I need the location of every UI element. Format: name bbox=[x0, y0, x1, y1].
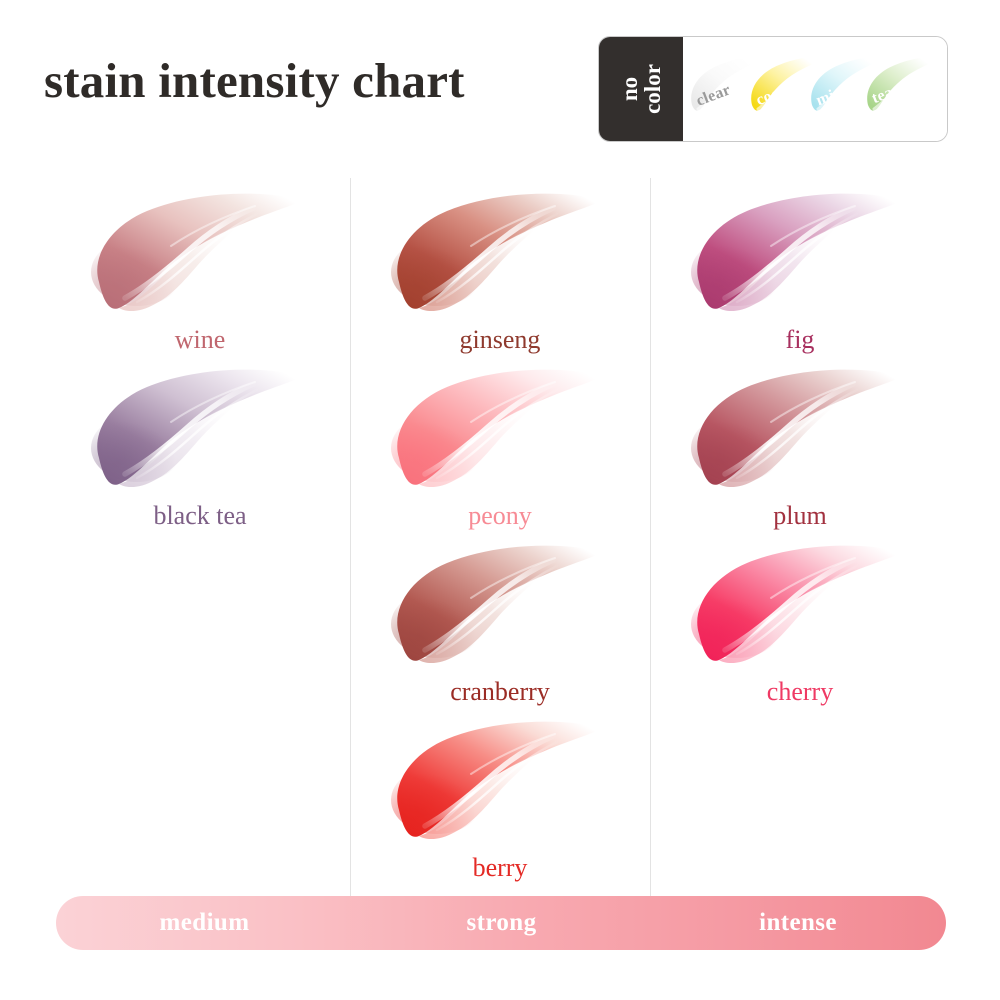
intensity-bar: medium strong intense bbox=[56, 896, 946, 950]
legend-swatch-row: clear coco mint tea bbox=[683, 37, 947, 141]
shade-label-fig: fig bbox=[785, 325, 815, 354]
intensity-label-strong: strong bbox=[466, 909, 537, 936]
shade-label-wine: wine bbox=[174, 325, 226, 354]
shade-cell-black-tea[interactable]: black tea bbox=[50, 362, 350, 531]
page-title: stain intensity chart bbox=[44, 53, 465, 108]
shade-cell-plum[interactable]: plum bbox=[650, 362, 950, 531]
legend-swatch-mint: mint bbox=[805, 47, 897, 129]
shade-cell-wine[interactable]: wine bbox=[50, 186, 350, 355]
shade-swatch-cherry bbox=[685, 538, 915, 673]
legend-swatch-clear: clear bbox=[685, 47, 777, 129]
shade-swatch-cranberry bbox=[385, 538, 615, 673]
legend-no-color-label: no color bbox=[617, 64, 665, 114]
legend-no-color-line2: color bbox=[640, 64, 665, 114]
shade-cell-fig[interactable]: fig bbox=[650, 186, 950, 355]
legend-no-color-line1: no bbox=[617, 76, 642, 102]
legend-swatch-coco: coco bbox=[745, 47, 837, 129]
shade-label-plum: plum bbox=[773, 501, 827, 530]
shade-swatch-peony bbox=[385, 362, 615, 497]
shade-label-peony: peony bbox=[468, 501, 532, 530]
no-color-legend: no color clear coco mi bbox=[598, 36, 948, 142]
shade-cell-peony[interactable]: peony bbox=[350, 362, 650, 531]
shade-swatch-ginseng bbox=[385, 186, 615, 321]
shade-label-cranberry: cranberry bbox=[450, 677, 550, 706]
shade-label-berry: berry bbox=[472, 853, 528, 882]
shade-cell-berry[interactable]: berry bbox=[350, 714, 650, 883]
shade-swatch-berry bbox=[385, 714, 615, 849]
shade-label-cherry: cherry bbox=[766, 677, 834, 706]
shade-cell-cherry[interactable]: cherry bbox=[650, 538, 950, 707]
shade-cell-ginseng[interactable]: ginseng bbox=[350, 186, 650, 355]
shade-swatch-plum bbox=[685, 362, 915, 497]
shade-label-ginseng: ginseng bbox=[459, 325, 541, 354]
shade-swatch-wine bbox=[85, 186, 315, 321]
shade-swatch-black-tea bbox=[85, 362, 315, 497]
column-divider-strong-intense bbox=[650, 178, 651, 900]
legend-no-color-panel: no color bbox=[599, 37, 683, 141]
intensity-label-intense: intense bbox=[759, 909, 837, 936]
legend-swatch-tea: tea bbox=[861, 47, 947, 129]
shade-swatch-fig bbox=[685, 186, 915, 321]
shade-label-black-tea: black tea bbox=[153, 501, 247, 530]
intensity-label-medium: medium bbox=[159, 909, 250, 936]
shade-cell-cranberry[interactable]: cranberry bbox=[350, 538, 650, 707]
column-divider-medium-strong bbox=[350, 178, 351, 900]
